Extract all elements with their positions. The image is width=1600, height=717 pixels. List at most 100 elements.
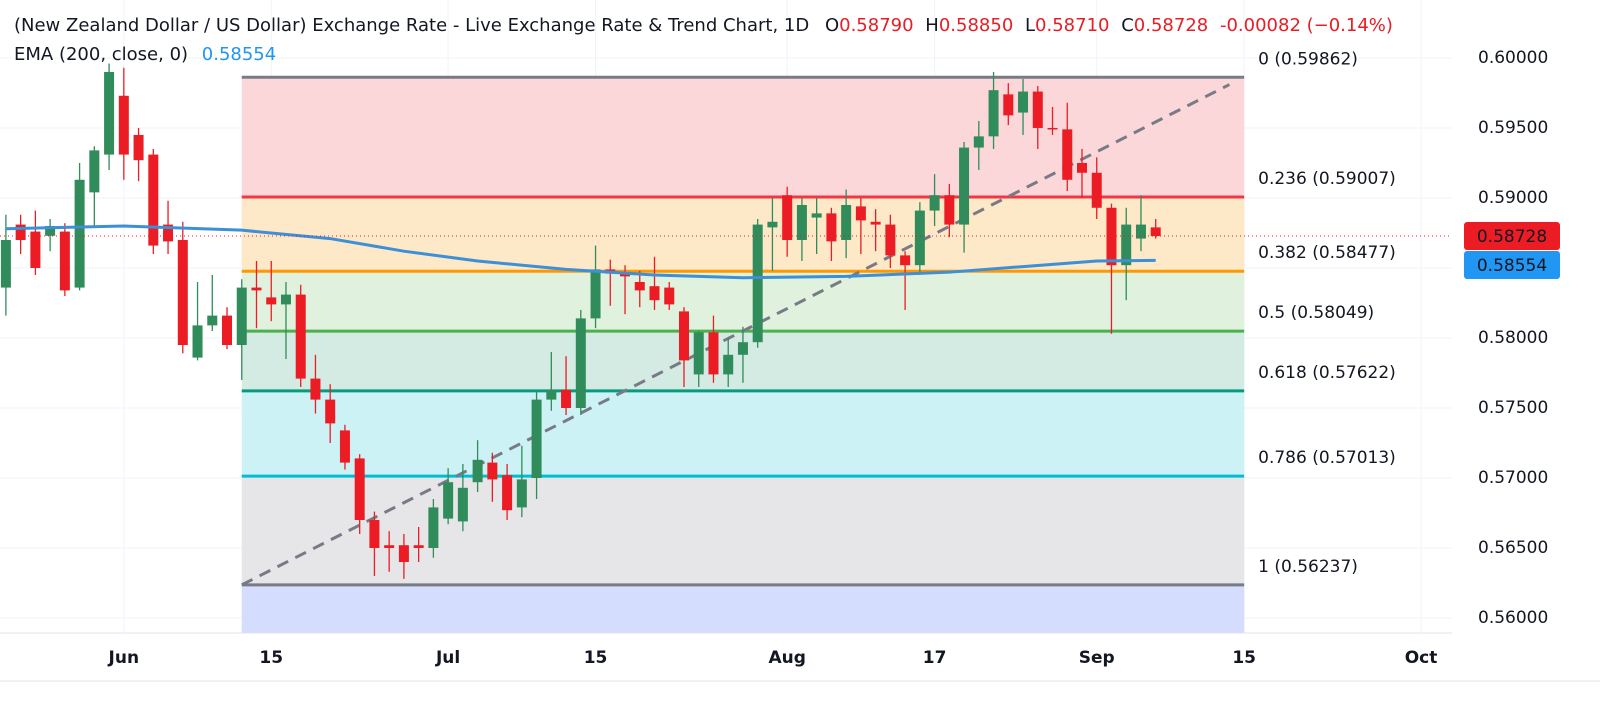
fib-zone	[241, 77, 1245, 197]
candle-body	[15, 224, 26, 240]
candle-body	[516, 479, 527, 508]
candle-body	[870, 221, 881, 225]
candle-body	[369, 520, 380, 549]
candle-body	[885, 224, 896, 256]
x-tick-label: Oct	[1405, 648, 1438, 668]
candle-body	[678, 311, 689, 361]
candle-body	[89, 150, 100, 193]
last-price-label: 0.58728	[1477, 227, 1547, 247]
candle-body	[443, 482, 454, 519]
candle-body	[325, 399, 336, 424]
candle-body	[163, 224, 174, 242]
change: -0.00082 (−0.14%)	[1220, 15, 1393, 36]
candle-body	[855, 206, 866, 221]
candle-body	[398, 545, 409, 563]
candle-body	[1106, 207, 1117, 266]
candle-body	[74, 179, 85, 288]
candle-body	[30, 231, 41, 268]
candle-body	[1150, 227, 1161, 237]
candle-body	[177, 239, 188, 345]
candle-body	[826, 213, 837, 242]
plot	[0, 63, 1452, 587]
candle-body	[664, 287, 675, 305]
ohlc-key: C	[1121, 15, 1134, 36]
candle-body	[310, 378, 321, 400]
candle-body	[634, 281, 645, 291]
candle-body	[457, 487, 468, 522]
candle-body	[280, 294, 291, 305]
candle-body	[1003, 94, 1014, 116]
candle-body	[782, 195, 793, 240]
x-tick-label: Jul	[435, 648, 460, 668]
candle-body	[222, 315, 233, 345]
candle-body	[531, 399, 542, 479]
candle-body	[295, 294, 306, 379]
candle-body	[339, 430, 350, 463]
candle-body	[384, 545, 395, 549]
candle-body	[487, 462, 498, 480]
x-tick-label: Jun	[108, 648, 140, 668]
candle-body	[1032, 91, 1043, 128]
candle-body	[1091, 172, 1102, 208]
candle-body	[472, 459, 483, 483]
candle-body	[841, 204, 852, 240]
candle-body	[590, 269, 601, 319]
candle-body	[133, 134, 144, 161]
ema-line	[5, 224, 1156, 280]
candle-body	[973, 136, 984, 148]
ohlc-key: H	[925, 15, 939, 36]
candle-body	[944, 195, 955, 225]
y-tick-label: 0.58000	[1478, 328, 1548, 348]
candle-body	[561, 389, 572, 408]
candle-body	[546, 389, 557, 400]
fib-zone	[241, 196, 1245, 272]
y-tick-label: 0.59000	[1478, 188, 1548, 208]
fib-label: 0 (0.59862)	[1258, 49, 1358, 69]
fib-label: 1 (0.56237)	[1258, 557, 1358, 577]
candle-body	[251, 287, 262, 291]
candle-body	[1135, 224, 1146, 239]
x-tick-label: 17	[923, 648, 947, 668]
candle-body	[428, 507, 439, 549]
fib-zone	[241, 476, 1245, 585]
candle-body	[767, 221, 778, 228]
candle-body	[575, 318, 586, 408]
x-tick-label: Sep	[1079, 648, 1115, 668]
y-tick-label: 0.59500	[1478, 118, 1548, 138]
indicator: EMA (200, close, 0)	[14, 44, 188, 65]
candle-body	[752, 224, 763, 343]
candle-body	[207, 315, 218, 326]
candle-body	[236, 287, 247, 345]
candle-body	[266, 297, 277, 305]
candle-body	[900, 255, 911, 266]
candle-body	[1076, 162, 1087, 173]
x-tick-label: 15	[259, 648, 283, 668]
fib-label: 0.382 (0.58477)	[1258, 243, 1396, 263]
fib-zone	[241, 390, 1245, 477]
x-tick-label: Aug	[768, 648, 805, 668]
ohlc-key: O	[825, 15, 839, 36]
last-price-box	[1464, 222, 1560, 251]
ohlc-value: 0.58710	[1035, 15, 1109, 36]
ohlc-value: 0.58850	[939, 15, 1013, 36]
title: (New Zealand Dollar / US Dollar) Exchang…	[14, 15, 809, 36]
y-tick-label: 0.57000	[1478, 468, 1548, 488]
candle-body	[0, 239, 11, 288]
header-line: (New Zealand Dollar / US Dollar) Exchang…	[14, 15, 1393, 36]
candle-body	[1062, 129, 1073, 180]
fib-zone	[241, 271, 1245, 332]
y-tick-label: 0.57500	[1478, 398, 1548, 418]
ohlc-value: 0.58728	[1134, 15, 1208, 36]
candle-body	[413, 545, 424, 549]
ohlc-value: 0.58790	[839, 15, 913, 36]
fib-label: 0.618 (0.57622)	[1258, 363, 1396, 383]
candle-body	[959, 147, 970, 225]
x-tick-label: 15	[584, 648, 608, 668]
indicator-value: 0.58554	[202, 44, 276, 65]
candle-body	[192, 325, 203, 358]
candle-body	[1121, 224, 1132, 266]
candle-body	[723, 354, 734, 375]
ema-price-box	[1464, 251, 1560, 280]
fib-label: 0.786 (0.57013)	[1258, 448, 1396, 468]
y-tick-label: 0.56500	[1478, 538, 1548, 558]
